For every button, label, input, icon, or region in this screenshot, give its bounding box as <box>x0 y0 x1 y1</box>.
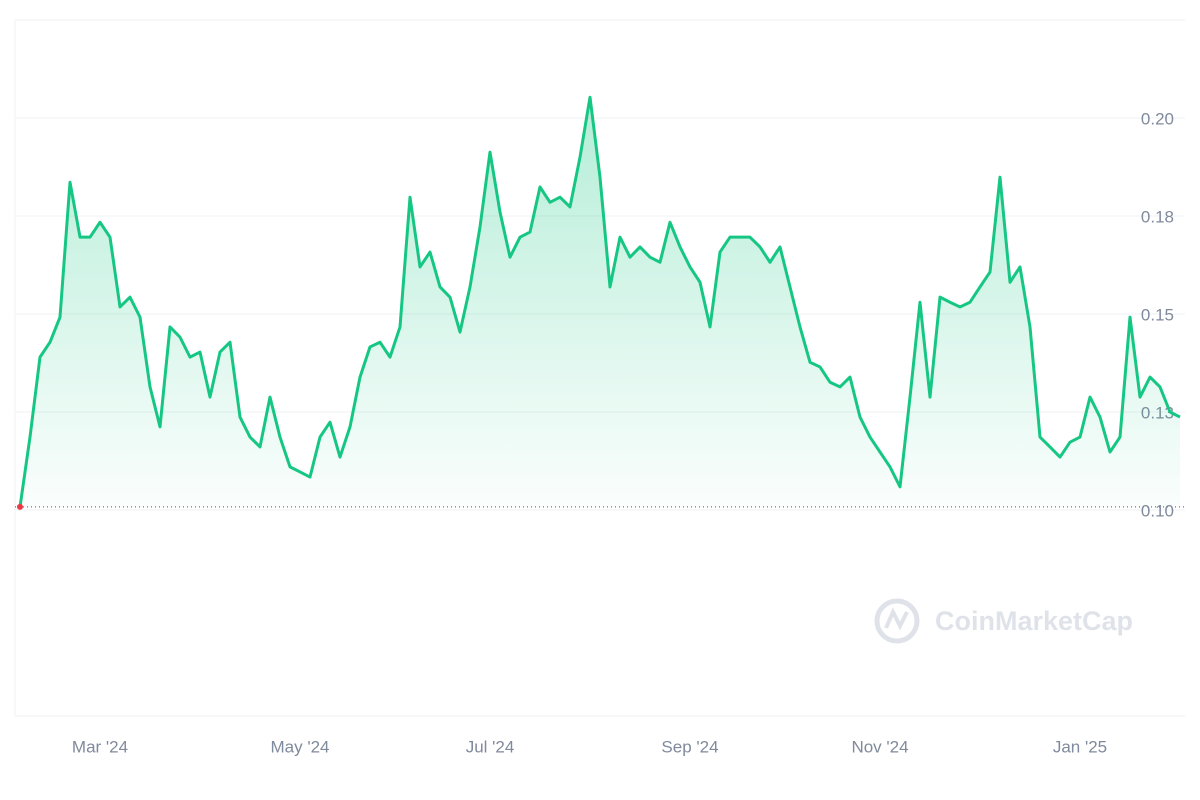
x-tick-label: May '24 <box>271 737 330 756</box>
y-tick-label: 0.20 <box>1141 109 1174 128</box>
start-marker <box>17 503 23 510</box>
area <box>20 97 1180 507</box>
x-tick-label: Jul '24 <box>466 737 515 756</box>
price-line <box>18 95 1181 508</box>
watermark: CoinMarketCap <box>874 598 1133 644</box>
x-tick-label: Mar '24 <box>72 737 128 756</box>
y-tick-label: 0.15 <box>1141 305 1174 324</box>
y-tick-label: 0.18 <box>1141 207 1174 226</box>
x-tick-label: Jan '25 <box>1053 737 1107 756</box>
watermark-text: CoinMarketCap <box>935 606 1133 636</box>
x-tick-label: Sep '24 <box>661 737 718 756</box>
x-tick-label: Nov '24 <box>851 737 908 756</box>
